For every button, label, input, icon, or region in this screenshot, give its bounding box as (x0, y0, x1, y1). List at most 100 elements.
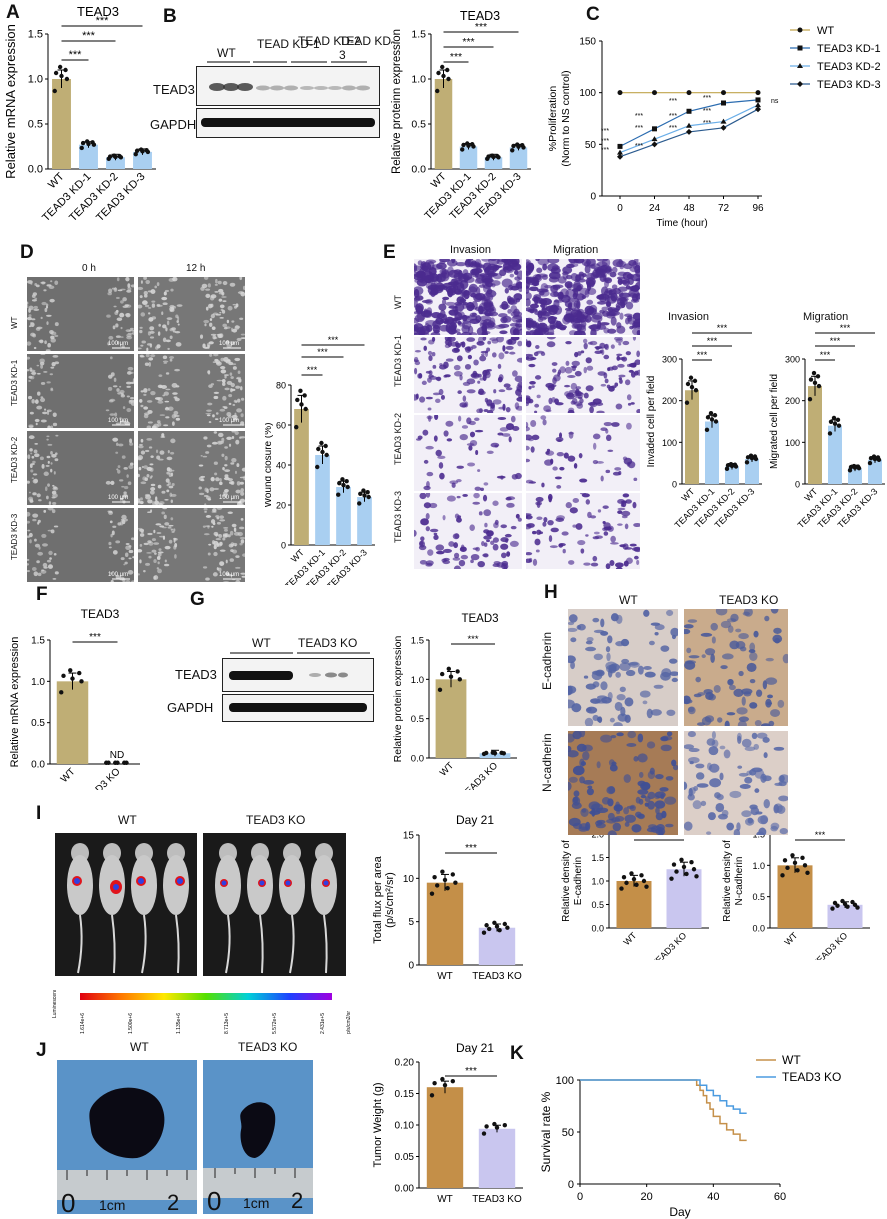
cell (224, 469, 231, 473)
cell (224, 387, 230, 391)
cell (626, 394, 632, 401)
cell (736, 822, 741, 832)
j-ruler-1cm: 1cm (99, 1197, 125, 1213)
cell (569, 330, 578, 335)
cell (729, 640, 740, 650)
cell (213, 391, 220, 395)
cell (456, 478, 462, 483)
cell (49, 557, 52, 560)
cell (214, 290, 219, 293)
cell (608, 385, 615, 392)
sig-star: *** (475, 21, 487, 33)
cell (687, 731, 696, 738)
cell (43, 471, 49, 477)
data-point (502, 921, 507, 927)
cell (427, 415, 432, 422)
cell (513, 308, 520, 317)
cell (129, 462, 134, 466)
e-micrograph-migration (526, 259, 640, 335)
cell (749, 702, 758, 709)
cell (234, 305, 238, 309)
cell (564, 384, 571, 388)
cell (540, 311, 552, 317)
cell (739, 784, 751, 789)
cell (236, 481, 241, 486)
cell (204, 487, 208, 492)
cell (164, 400, 170, 403)
cell (126, 289, 132, 293)
cell (482, 494, 488, 502)
chart-title: TEAD3 (461, 613, 498, 625)
cell (564, 300, 573, 308)
cell (214, 358, 219, 362)
cell (528, 557, 533, 563)
cell (549, 545, 558, 549)
cell (644, 671, 656, 678)
cell (688, 748, 700, 753)
blot-b-row-gapdh: GAPDH (150, 117, 197, 132)
cell (49, 329, 54, 335)
data-point (134, 148, 140, 153)
cell (202, 455, 208, 458)
cell (156, 282, 160, 287)
y-tick-label: 1.0 (752, 861, 765, 871)
e-micrograph-invasion (414, 493, 522, 569)
data-point (145, 149, 151, 155)
mouse-body (279, 855, 305, 915)
cell (484, 397, 489, 403)
cell (537, 327, 543, 335)
cell (569, 507, 578, 514)
cell (619, 544, 626, 548)
cell (760, 814, 769, 825)
cell (107, 386, 113, 391)
cell (120, 336, 124, 338)
cell (219, 477, 222, 482)
cell (54, 458, 59, 462)
cell (108, 546, 112, 549)
data-point (721, 100, 726, 106)
cell (206, 414, 211, 417)
data-point (492, 920, 497, 925)
cell (617, 286, 628, 292)
cell (711, 731, 716, 740)
cell (27, 570, 30, 573)
cell (221, 379, 226, 383)
data-point (652, 90, 657, 96)
cell (151, 538, 156, 542)
cell (50, 425, 54, 428)
cell (147, 499, 153, 504)
cell (125, 545, 132, 551)
cell (591, 670, 603, 681)
cell (138, 286, 144, 290)
cell (414, 263, 418, 273)
cell (490, 404, 495, 412)
cell (205, 412, 212, 415)
cell (721, 809, 729, 817)
cell (212, 414, 215, 418)
cell (29, 448, 33, 452)
cell (158, 458, 164, 461)
cell (145, 279, 150, 285)
cell (684, 628, 691, 635)
data-point (435, 88, 440, 94)
cell (235, 489, 241, 494)
cell (119, 312, 125, 318)
cell (515, 318, 522, 323)
cell (105, 480, 111, 485)
cell (585, 821, 591, 831)
cell (535, 344, 540, 350)
cell (110, 372, 115, 377)
data-point (720, 124, 727, 131)
data-point (340, 477, 345, 482)
cell (435, 544, 445, 551)
e-micrograph-invasion (414, 259, 522, 335)
data-point (617, 149, 623, 155)
cell (149, 467, 154, 472)
i-group-ko: TEAD3 KO (246, 813, 306, 827)
y-tick-label: 15 (403, 831, 415, 842)
cell (120, 497, 124, 501)
cell (448, 269, 460, 278)
cell (534, 538, 541, 546)
data-point (733, 464, 739, 469)
data-point (724, 466, 730, 472)
